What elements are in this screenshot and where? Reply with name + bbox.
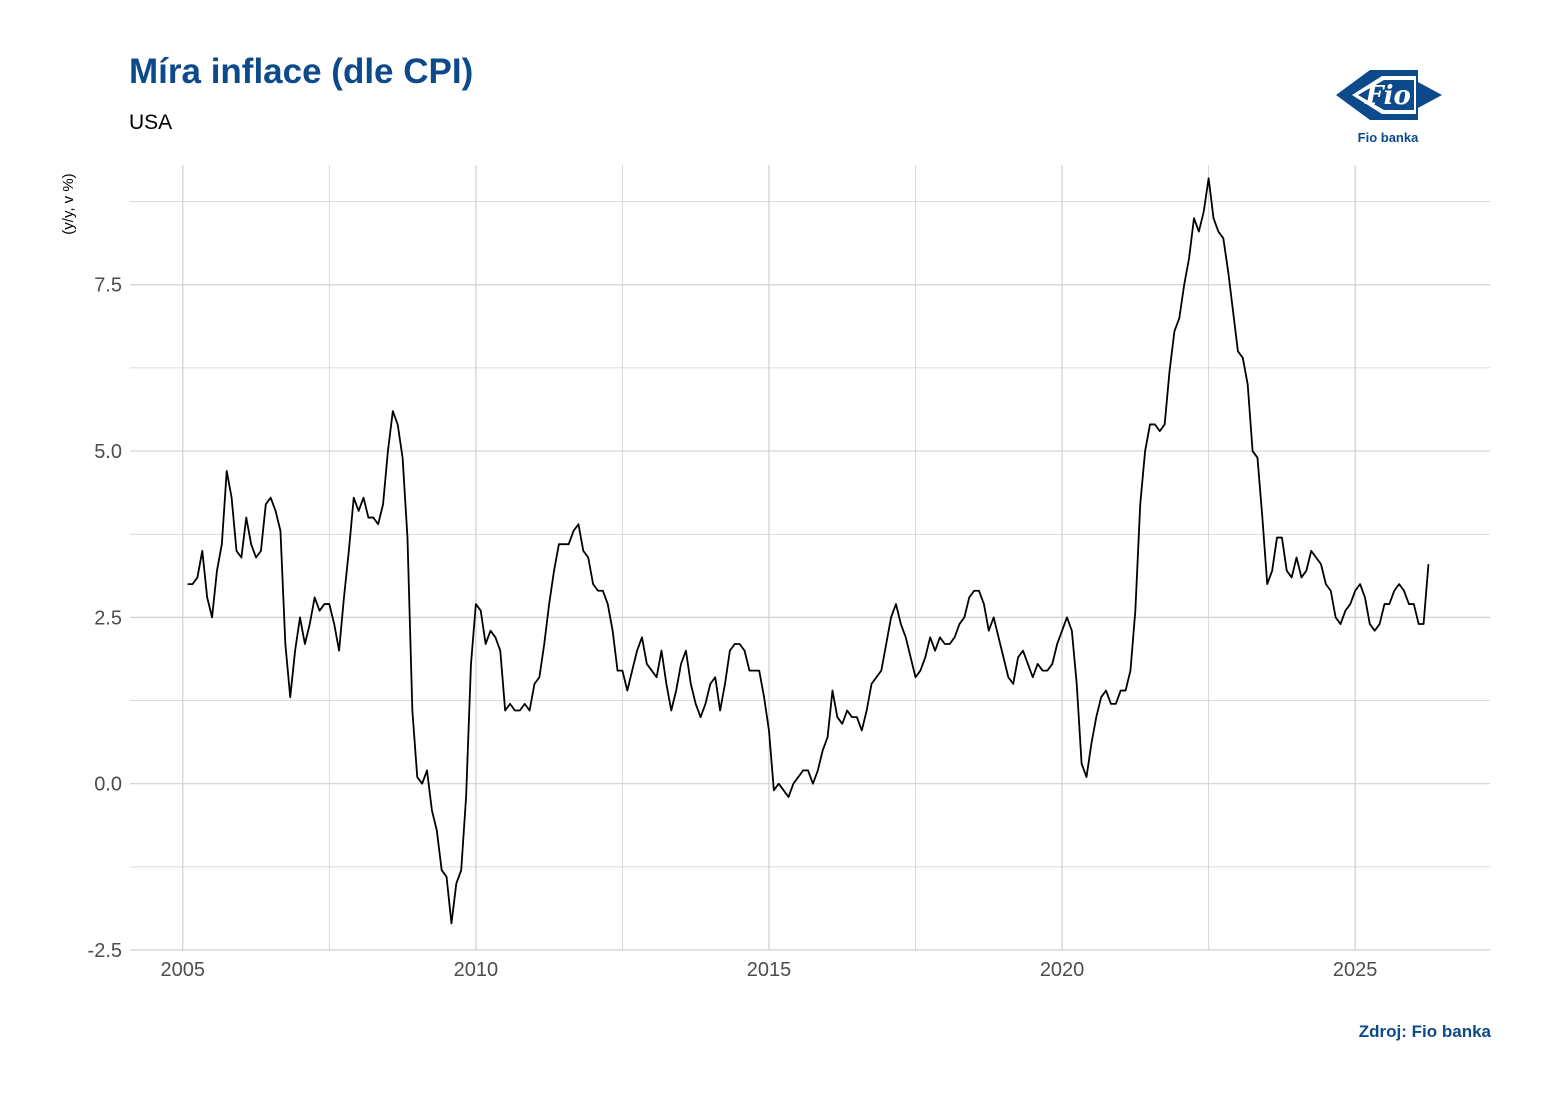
x-tick-label: 2015 bbox=[747, 959, 792, 981]
y-tick-label: 7.5 bbox=[94, 275, 122, 297]
x-tick-label: 2010 bbox=[454, 959, 499, 981]
fio-banka-logo: Fio Fio banka bbox=[1330, 62, 1450, 148]
logo-mark-text: Fio bbox=[1364, 81, 1411, 111]
series-line-usa-cpi bbox=[187, 177, 1430, 925]
x-tick-label: 2005 bbox=[161, 959, 206, 981]
y-tick-label: -2.5 bbox=[88, 940, 122, 962]
fio-banka-logo-icon: Fio Fio banka bbox=[1336, 70, 1442, 145]
x-tick-label: 2025 bbox=[1333, 959, 1378, 981]
chart-subtitle: USA bbox=[129, 111, 173, 134]
grid-lines bbox=[130, 165, 1490, 951]
y-axis-label: (y/y, v %) bbox=[60, 173, 77, 234]
y-axis-tick-labels: -2.5 0.0 2.5 5.0 7.5 bbox=[88, 275, 122, 962]
chart-title: Míra inflace (dle CPI) bbox=[129, 52, 474, 91]
y-tick-label: 0.0 bbox=[94, 774, 122, 796]
x-axis-tick-labels: 2005 2010 2015 2020 2025 bbox=[161, 959, 1378, 981]
x-tick-label: 2020 bbox=[1040, 959, 1085, 981]
y-tick-label: 2.5 bbox=[94, 607, 122, 629]
source-note: Zdroj: Fio banka bbox=[1358, 1022, 1491, 1041]
logo-caption: Fio banka bbox=[1358, 130, 1419, 145]
y-tick-label: 5.0 bbox=[94, 441, 122, 463]
